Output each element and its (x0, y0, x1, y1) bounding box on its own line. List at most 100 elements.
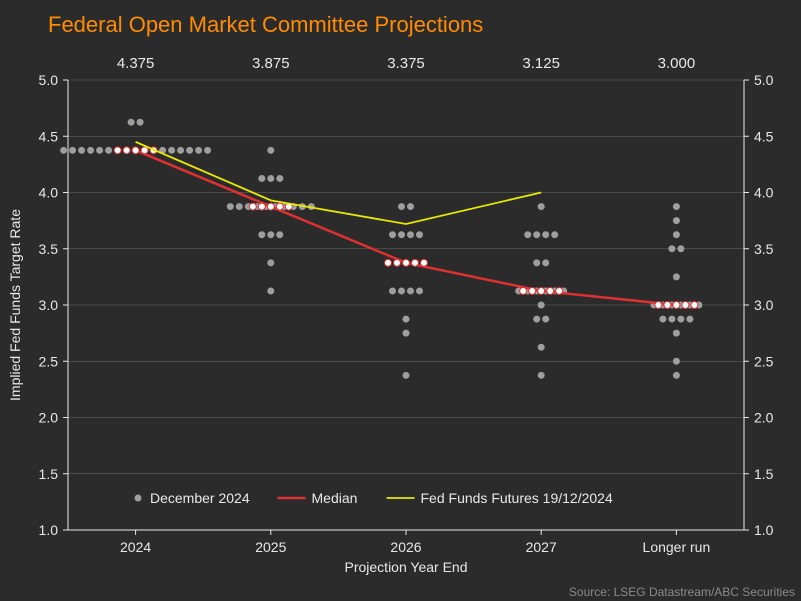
legend-label: Fed Funds Futures 19/12/2024 (421, 490, 613, 506)
projection-dot (96, 147, 103, 154)
chart-title: Federal Open Market Committee Projection… (48, 12, 483, 37)
xtick-label: 2027 (526, 539, 557, 555)
projection-dot (276, 175, 283, 182)
xtick-label: 2026 (390, 539, 421, 555)
projection-dot (227, 203, 234, 210)
median-header-value: 3.125 (522, 55, 560, 72)
projection-dot (407, 287, 414, 294)
source-attribution: Source: LSEG Datastream/ABC Securities (569, 585, 795, 599)
projection-dot (673, 231, 680, 238)
projection-dot (177, 147, 184, 154)
chart-bg (0, 0, 801, 601)
median-marker (655, 302, 662, 309)
projection-dot (258, 231, 265, 238)
projection-dot (168, 147, 175, 154)
projection-dot (416, 287, 423, 294)
median-marker (682, 302, 689, 309)
ytick-label-right: 3.5 (754, 241, 774, 257)
projection-dot (267, 259, 274, 266)
projection-dot (673, 217, 680, 224)
projection-dot (538, 302, 545, 309)
projection-dot (87, 147, 94, 154)
projection-dot (673, 330, 680, 337)
median-marker (114, 147, 121, 154)
projection-dot (533, 259, 540, 266)
legend-swatch-dots (135, 495, 142, 502)
projection-dot (407, 231, 414, 238)
ytick-label-right: 1.0 (754, 522, 774, 538)
projection-dot (538, 372, 545, 379)
projection-dot (673, 358, 680, 365)
projection-dot (389, 287, 396, 294)
projection-dot (677, 316, 684, 323)
ytick-label-right: 1.5 (754, 466, 774, 482)
projection-dot (137, 119, 144, 126)
projection-dot (398, 287, 405, 294)
xtick-label: Longer run (643, 539, 711, 555)
projection-dot (258, 175, 265, 182)
projection-dot (686, 316, 693, 323)
xtick-label: 2025 (255, 539, 286, 555)
fomc-dot-plot: Federal Open Market Committee Projection… (0, 0, 801, 601)
median-marker (421, 259, 428, 266)
ytick-label-left: 4.0 (39, 185, 59, 201)
median-marker (412, 259, 419, 266)
median-marker (538, 287, 545, 294)
projection-dot (267, 287, 274, 294)
projection-dot (533, 316, 540, 323)
median-marker (403, 259, 410, 266)
projection-dot (673, 372, 680, 379)
median-marker (276, 203, 283, 210)
projection-dot (542, 316, 549, 323)
median-marker (664, 302, 671, 309)
median-marker (258, 203, 265, 210)
median-marker (673, 302, 680, 309)
projection-dot (407, 203, 414, 210)
projection-dot (677, 245, 684, 252)
ytick-label-left: 3.0 (39, 297, 59, 313)
median-header-value: 3.375 (387, 55, 425, 72)
projection-dot (551, 231, 558, 238)
y-axis-label: Implied Fed Funds Target Rate (7, 209, 23, 401)
median-marker (249, 203, 256, 210)
projection-dot (659, 316, 666, 323)
median-marker (520, 287, 527, 294)
ytick-label-left: 1.0 (39, 522, 59, 538)
median-marker (132, 147, 139, 154)
projection-dot (542, 231, 549, 238)
ytick-label-left: 1.5 (39, 466, 59, 482)
projection-dot (538, 203, 545, 210)
projection-dot (668, 245, 675, 252)
projection-dot (403, 316, 410, 323)
median-marker (547, 287, 554, 294)
projection-dot (186, 147, 193, 154)
projection-dot (416, 231, 423, 238)
median-marker (394, 259, 401, 266)
projection-dot (398, 231, 405, 238)
projection-dot (78, 147, 85, 154)
projection-dot (398, 203, 405, 210)
ytick-label-left: 4.5 (39, 128, 59, 144)
projection-dot (389, 231, 396, 238)
ytick-label-right: 4.5 (754, 128, 774, 144)
projection-dot (69, 147, 76, 154)
xtick-label: 2024 (120, 539, 151, 555)
ytick-label-right: 2.5 (754, 353, 774, 369)
projection-dot (533, 231, 540, 238)
ytick-label-right: 2.0 (754, 410, 774, 426)
ytick-label-right: 3.0 (754, 297, 774, 313)
median-marker (529, 287, 536, 294)
median-marker (123, 147, 130, 154)
projection-dot (673, 203, 680, 210)
median-marker (141, 147, 148, 154)
projection-dot (236, 203, 243, 210)
projection-dot (403, 372, 410, 379)
projection-dot (276, 231, 283, 238)
ytick-label-left: 5.0 (39, 72, 59, 88)
median-marker (267, 203, 274, 210)
projection-dot (403, 330, 410, 337)
ytick-label-left: 2.0 (39, 410, 59, 426)
median-header-value: 3.000 (658, 55, 696, 72)
legend-label: Median (312, 490, 358, 506)
ytick-label-left: 2.5 (39, 353, 59, 369)
